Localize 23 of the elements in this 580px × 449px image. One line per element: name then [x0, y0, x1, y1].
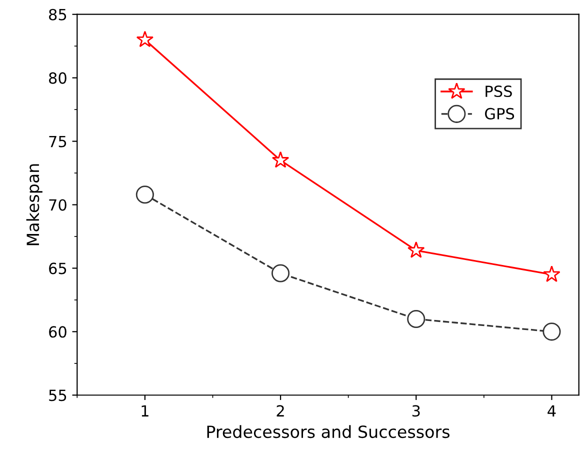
x-axis-title: Predecessors and Successors [207, 425, 450, 438]
point [272, 264, 290, 282]
point [408, 241, 425, 258]
y-tick-label: 85 [49, 8, 66, 20]
legend-label: PSS [486, 86, 512, 98]
y-tick-label: 55 [49, 390, 66, 402]
y-tick-label: 65 [49, 262, 66, 274]
y-tick-label: 75 [49, 136, 66, 148]
point [272, 151, 290, 168]
y-axis-title: Makespan [26, 164, 42, 246]
point [136, 186, 154, 204]
point [543, 266, 560, 282]
legend-label: GPS [485, 108, 514, 120]
point [136, 30, 154, 48]
point [542, 322, 561, 341]
x-tick-label: 3 [412, 405, 420, 417]
y-tick-label: 70 [49, 199, 66, 211]
x-tick-label: 2 [276, 405, 284, 416]
y-tick-label: 60 [49, 326, 66, 338]
x-tick-label: 1 [142, 405, 148, 416]
y-tick-label: 80 [49, 72, 66, 84]
x-tick-label: 4 [548, 405, 556, 416]
point [407, 310, 426, 328]
